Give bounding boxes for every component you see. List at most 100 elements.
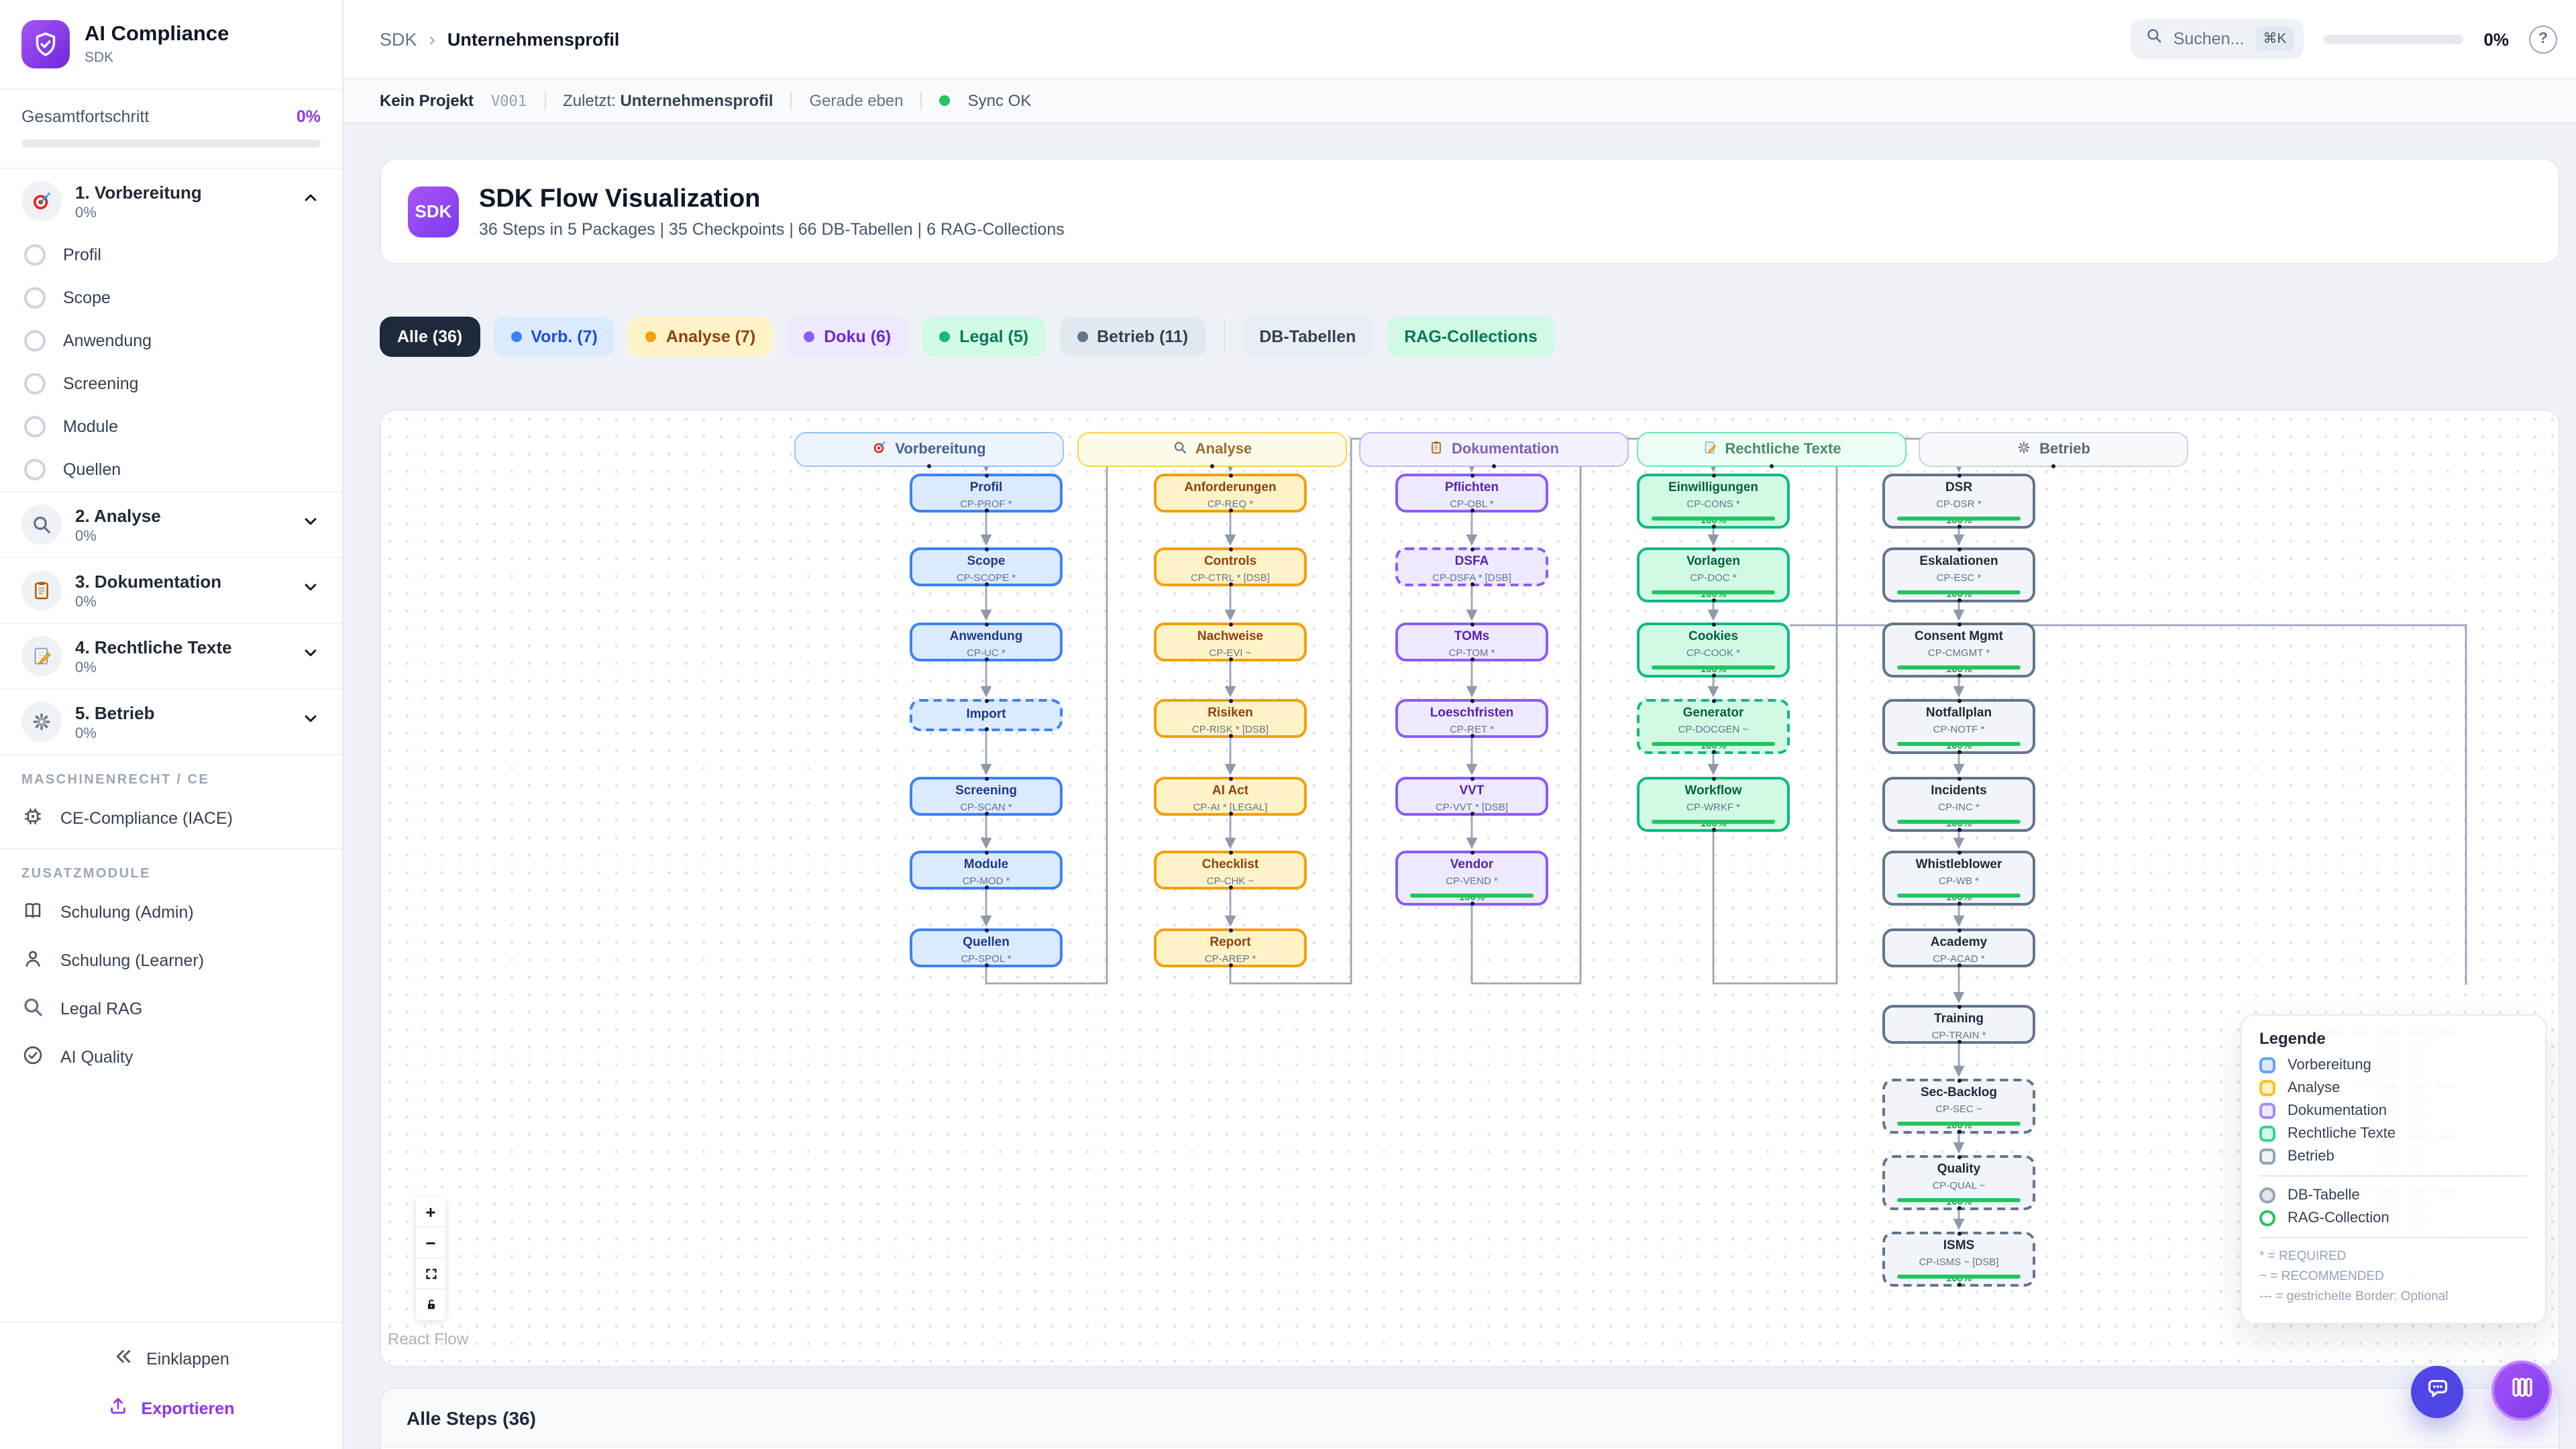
flow-node-report[interactable]: Report CP-AREP * [1154, 928, 1307, 967]
step-checkbox[interactable] [24, 459, 46, 480]
sidebar-section: 5. Betrieb 0% [0, 690, 342, 755]
flow-node-dsr[interactable]: DSR CP-DSR * 100% [1882, 474, 2035, 529]
filter-chip-db-tabellen[interactable]: DB-Tabellen [1242, 317, 1374, 357]
sidebar-item-quellen[interactable]: Quellen [0, 448, 342, 491]
flow-node-vendor[interactable]: Vendor CP-VEND * 100% [1395, 851, 1548, 906]
chevron-down-icon [301, 511, 321, 538]
filter-chip-rag-collections[interactable]: RAG-Collections [1387, 317, 1555, 357]
flow-node-screening[interactable]: Screening CP-SCAN * [910, 777, 1063, 816]
sidebar-section-2-analyse[interactable]: 2. Analyse 0% [0, 492, 342, 557]
flow-group-dokumentation[interactable]: Dokumentation [1359, 432, 1629, 468]
filter-chip-alle-36[interactable]: Alle (36) [380, 317, 480, 357]
flow-node-import[interactable]: Import [910, 699, 1063, 731]
flow-node-profil[interactable]: Profil CP-PROF * [910, 474, 1063, 513]
search-input[interactable]: Suchen... ⌘K [2130, 19, 2304, 59]
flow-node-quellen[interactable]: Quellen CP-SPOL * [910, 928, 1063, 967]
flow-node-isms[interactable]: ISMS CP-ISMS ~ [DSB] 100% [1882, 1232, 2035, 1287]
node-title: Vorlagen [1686, 554, 1740, 569]
filter-chip-betrieb-11[interactable]: Betrieb (11) [1059, 317, 1206, 357]
flow-node-dsfa[interactable]: DSFA CP-DSFA * [DSB] [1395, 547, 1548, 586]
sidebar-item-module[interactable]: Module [0, 405, 342, 448]
react-flow-attribution[interactable]: React Flow [388, 1330, 469, 1348]
node-code: CP-ACAD * [1933, 952, 1985, 965]
sidebar-item-screening[interactable]: Screening [0, 362, 342, 405]
flow-group-betrieb[interactable]: Betrieb [1919, 432, 2188, 468]
flow-node-checklist[interactable]: Checklist CP-CHK ~ [1154, 851, 1307, 890]
collapse-sidebar-button[interactable]: Einklappen [0, 1334, 342, 1383]
step-checkbox[interactable] [24, 330, 46, 352]
flow-node-pflichten[interactable]: Pflichten CP-OBL * [1395, 474, 1548, 513]
shield-check-icon [21, 20, 70, 68]
flow-node-scope[interactable]: Scope CP-SCOPE * [910, 547, 1063, 586]
flow-node-vvt[interactable]: VVT CP-VVT * [DSB] [1395, 777, 1548, 816]
step-checkbox[interactable] [24, 373, 46, 394]
flow-group-analyse[interactable]: Analyse [1077, 432, 1347, 468]
filter-chip-analyse-7[interactable]: Analyse (7) [628, 317, 773, 357]
flow-group-legal[interactable]: Rechtliche Texte [1637, 432, 1907, 468]
node-title: DSR [1945, 480, 1973, 495]
flow-node-nachweise[interactable]: Nachweise CP-EVI ~ [1154, 623, 1307, 661]
flow-node-risiken[interactable]: Risiken CP-RISK * [DSB] [1154, 699, 1307, 738]
sidebar-item-anwendung[interactable]: Anwendung [0, 319, 342, 362]
chat-button[interactable] [2411, 1366, 2463, 1418]
step-checkbox[interactable] [24, 287, 46, 309]
sidebar-item-profil[interactable]: Profil [0, 233, 342, 276]
flow-node-einwilligungen[interactable]: Einwilligungen CP-CONS * 100% [1637, 474, 1790, 529]
sidebar-item-ce-compliance-iace[interactable]: CE-Compliance (IACE) [0, 794, 342, 843]
step-checkbox[interactable] [24, 244, 46, 266]
node-title: Generator [1682, 706, 1744, 720]
flow-node-whistleblower[interactable]: Whistleblower CP-WB * 100% [1882, 851, 2035, 906]
legend-item-db-tabelle: DB-Tabelle [2259, 1187, 2528, 1203]
breadcrumb-sdk[interactable]: SDK [380, 29, 417, 49]
flow-node-controls[interactable]: Controls CP-CTRL * [DSB] [1154, 547, 1307, 586]
flow-group-vorbereitung[interactable]: Vorbereitung [794, 432, 1064, 468]
panels-button[interactable] [2491, 1360, 2552, 1421]
step-checkbox[interactable] [24, 416, 46, 437]
flow-node-vorlagen[interactable]: Vorlagen CP-DOC * 100% [1637, 547, 1790, 602]
flow-canvas[interactable]: Vorbereitung Profil CP-PROF * Scope CP-S… [380, 409, 2560, 1367]
flow-node-quality[interactable]: Quality CP-QUAL ~ 100% [1882, 1155, 2035, 1210]
flow-node-training[interactable]: Training CP-TRAIN * [1882, 1005, 2035, 1044]
flow-node-anwendung[interactable]: Anwendung CP-UC * [910, 623, 1063, 661]
version-badge: V001 [491, 92, 527, 109]
node-title: ISMS [1943, 1238, 1975, 1253]
flow-node-generator[interactable]: Generator CP-DOCGEN ~ 100% [1637, 699, 1790, 754]
fit-view-button[interactable] [416, 1258, 445, 1289]
export-button[interactable]: Exportieren [0, 1383, 342, 1433]
sidebar-item-schulung-admin[interactable]: Schulung (Admin) [0, 888, 342, 936]
legend-swatch [2259, 1103, 2275, 1119]
sidebar-item-ai-quality[interactable]: AI Quality [0, 1033, 342, 1081]
flow-node-academy[interactable]: Academy CP-ACAD * [1882, 928, 2035, 967]
filter-chip-doku-6[interactable]: Doku (6) [786, 317, 909, 357]
flow-node-loeschfristen[interactable]: Loeschfristen CP-RET * [1395, 699, 1548, 738]
flow-node-workflow[interactable]: Workflow CP-WRKF * 100% [1637, 777, 1790, 832]
filter-chip-vorb-7[interactable]: Vorb. (7) [493, 317, 615, 357]
flow-node-consent-mgmt[interactable]: Consent Mgmt CP-CMGMT * 100% [1882, 623, 2035, 678]
filter-chip-legal-5[interactable]: Legal (5) [922, 317, 1046, 357]
sidebar-section-5-betrieb[interactable]: 5. Betrieb 0% [0, 690, 342, 754]
node-title: Anforderungen [1184, 480, 1277, 495]
flow-node-incidents[interactable]: Incidents CP-INC * 100% [1882, 777, 2035, 832]
top-bar: SDK › Unternehmensprofil Suchen... ⌘K 0%… [343, 0, 2576, 78]
flow-node-sec-backlog[interactable]: Sec-Backlog CP-SEC ~ 100% [1882, 1079, 2035, 1134]
flow-node-notfallplan[interactable]: Notfallplan CP-NOTF * 100% [1882, 699, 2035, 754]
flow-node-toms[interactable]: TOMs CP-TOM * [1395, 623, 1548, 661]
help-button[interactable]: ? [2529, 25, 2557, 53]
sidebar-section-1-vorbereitung[interactable]: 1. Vorbereitung 0% [0, 169, 342, 233]
sidebar-item-scope[interactable]: Scope [0, 276, 342, 319]
lock-button[interactable] [416, 1289, 445, 1320]
sidebar-item-legal-rag[interactable]: Legal RAG [0, 985, 342, 1033]
flow-node-cookies[interactable]: Cookies CP-COOK * 100% [1637, 623, 1790, 678]
zoom-in-button[interactable]: + [416, 1197, 445, 1228]
sidebar-section-4-rechtliche-texte[interactable]: 4. Rechtliche Texte 0% [0, 624, 342, 688]
sidebar-item-schulung-learner[interactable]: Schulung (Learner) [0, 936, 342, 985]
node-code: CP-NOTF * [1933, 722, 1985, 735]
flow-node-module[interactable]: Module CP-MOD * [910, 851, 1063, 890]
clipboard-icon [21, 570, 62, 610]
sidebar-section-3-dokumentation[interactable]: 3. Dokumentation 0% [0, 558, 342, 623]
last-saved-label: Zuletzt: Unternehmensprofil [563, 91, 773, 110]
zoom-out-button[interactable]: − [416, 1228, 445, 1258]
flow-node-ai-act[interactable]: AI Act CP-AI * [LEGAL] [1154, 777, 1307, 816]
flow-node-eskalationen[interactable]: Eskalationen CP-ESC * 100% [1882, 547, 2035, 602]
flow-node-anforderungen[interactable]: Anforderungen CP-REQ * [1154, 474, 1307, 513]
